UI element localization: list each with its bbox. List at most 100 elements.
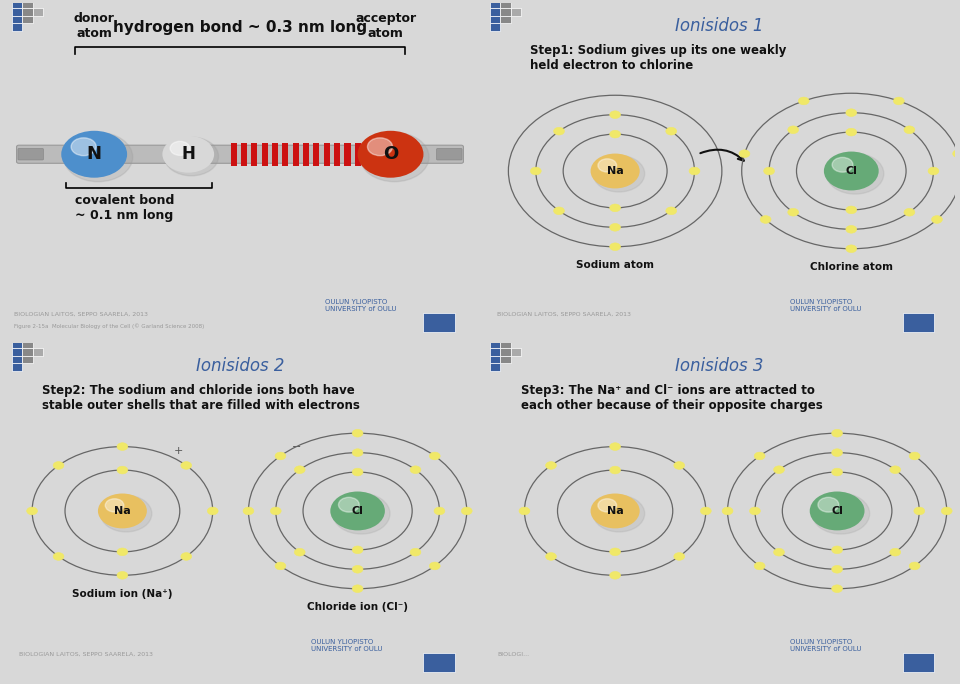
Bar — [324, 142, 330, 166]
Circle shape — [952, 150, 960, 157]
Circle shape — [846, 245, 856, 252]
Text: covalent bond
~ 0.1 nm long: covalent bond ~ 0.1 nm long — [75, 194, 175, 222]
Bar — [334, 142, 340, 166]
Circle shape — [760, 215, 771, 224]
Text: Cl: Cl — [351, 506, 364, 516]
Circle shape — [330, 492, 385, 530]
Text: Ionisidos 1: Ionisidos 1 — [675, 17, 763, 35]
Circle shape — [519, 507, 530, 515]
Circle shape — [831, 449, 843, 456]
Circle shape — [598, 159, 616, 172]
Circle shape — [63, 133, 132, 182]
Text: Cl: Cl — [846, 166, 857, 176]
Text: Chlorine atom: Chlorine atom — [810, 262, 893, 272]
Circle shape — [674, 462, 684, 469]
Circle shape — [101, 495, 152, 532]
Circle shape — [774, 549, 784, 556]
Circle shape — [909, 562, 920, 570]
Circle shape — [207, 507, 218, 515]
Circle shape — [53, 462, 64, 469]
Text: OULUN YLIOPISTO
UNIVERSITY of OULU: OULUN YLIOPISTO UNIVERSITY of OULU — [790, 299, 861, 312]
Bar — [490, 23, 500, 31]
Circle shape — [170, 142, 190, 155]
Circle shape — [275, 452, 286, 460]
Circle shape — [162, 136, 214, 172]
Bar — [490, 356, 500, 363]
Bar — [500, 8, 511, 16]
Bar — [12, 1, 22, 8]
Bar — [903, 313, 934, 332]
Circle shape — [846, 206, 856, 213]
Circle shape — [352, 546, 363, 553]
Bar — [345, 142, 350, 166]
Circle shape — [598, 499, 616, 512]
Circle shape — [763, 167, 775, 175]
Circle shape — [914, 507, 924, 515]
Circle shape — [71, 137, 96, 156]
Circle shape — [545, 462, 557, 469]
Circle shape — [462, 507, 472, 515]
Circle shape — [545, 553, 557, 560]
Text: OULUN YLIOPISTO
UNIVERSITY of OULU: OULUN YLIOPISTO UNIVERSITY of OULU — [324, 299, 396, 312]
Circle shape — [164, 137, 219, 176]
Text: BIOLOGIAN LAITOS, SEPPO SAARELA, 2013: BIOLOGIAN LAITOS, SEPPO SAARELA, 2013 — [19, 652, 153, 657]
Circle shape — [295, 466, 305, 473]
Text: N: N — [86, 145, 102, 163]
Circle shape — [890, 466, 900, 473]
Circle shape — [352, 566, 363, 573]
Circle shape — [271, 507, 281, 515]
Bar — [22, 341, 33, 348]
Bar — [262, 142, 268, 166]
Circle shape — [610, 204, 620, 212]
Bar — [22, 348, 33, 356]
Bar — [303, 142, 309, 166]
Bar — [12, 341, 22, 348]
Bar — [511, 348, 521, 356]
Bar — [12, 8, 22, 16]
Bar — [490, 363, 500, 371]
Circle shape — [610, 466, 620, 474]
Circle shape — [799, 97, 809, 105]
Text: Step2: The sodium and chloride ions both have
stable outer shells that are fille: Step2: The sodium and chloride ions both… — [42, 384, 360, 412]
Bar — [12, 363, 22, 371]
Text: Chloride ion (Cl⁻): Chloride ion (Cl⁻) — [307, 602, 408, 612]
FancyBboxPatch shape — [437, 148, 462, 160]
Circle shape — [117, 571, 128, 579]
Circle shape — [243, 507, 253, 515]
Text: Sodium ion (Na⁺): Sodium ion (Na⁺) — [72, 589, 173, 598]
Text: Na: Na — [607, 506, 623, 516]
Circle shape — [674, 553, 684, 560]
Text: OULUN YLIOPISTO
UNIVERSITY of OULU: OULUN YLIOPISTO UNIVERSITY of OULU — [311, 639, 382, 652]
Circle shape — [352, 449, 363, 456]
Circle shape — [554, 127, 564, 135]
Text: BIOLOGI...: BIOLOGI... — [497, 652, 529, 657]
Circle shape — [410, 466, 420, 473]
Circle shape — [360, 133, 429, 182]
Circle shape — [554, 207, 564, 215]
Circle shape — [610, 548, 620, 555]
Circle shape — [755, 452, 765, 460]
Circle shape — [610, 443, 620, 451]
Text: −: − — [292, 443, 301, 452]
Circle shape — [429, 562, 441, 570]
Circle shape — [352, 430, 363, 437]
Circle shape — [117, 443, 128, 451]
Circle shape — [832, 157, 852, 172]
Circle shape — [941, 507, 952, 515]
Bar — [490, 348, 500, 356]
Bar — [22, 16, 33, 23]
Circle shape — [755, 562, 765, 570]
Text: Na: Na — [607, 166, 623, 176]
Bar — [22, 356, 33, 363]
Circle shape — [831, 566, 843, 573]
Circle shape — [904, 209, 915, 216]
Circle shape — [894, 97, 904, 105]
Text: H: H — [181, 145, 195, 163]
Text: BIOLOGIAN LAITOS, SEPPO SAARELA, 2013: BIOLOGIAN LAITOS, SEPPO SAARELA, 2013 — [497, 312, 631, 317]
Circle shape — [593, 155, 645, 192]
Bar — [230, 142, 237, 166]
Bar — [22, 1, 33, 8]
Circle shape — [831, 585, 843, 592]
Bar — [500, 356, 511, 363]
Circle shape — [610, 571, 620, 579]
